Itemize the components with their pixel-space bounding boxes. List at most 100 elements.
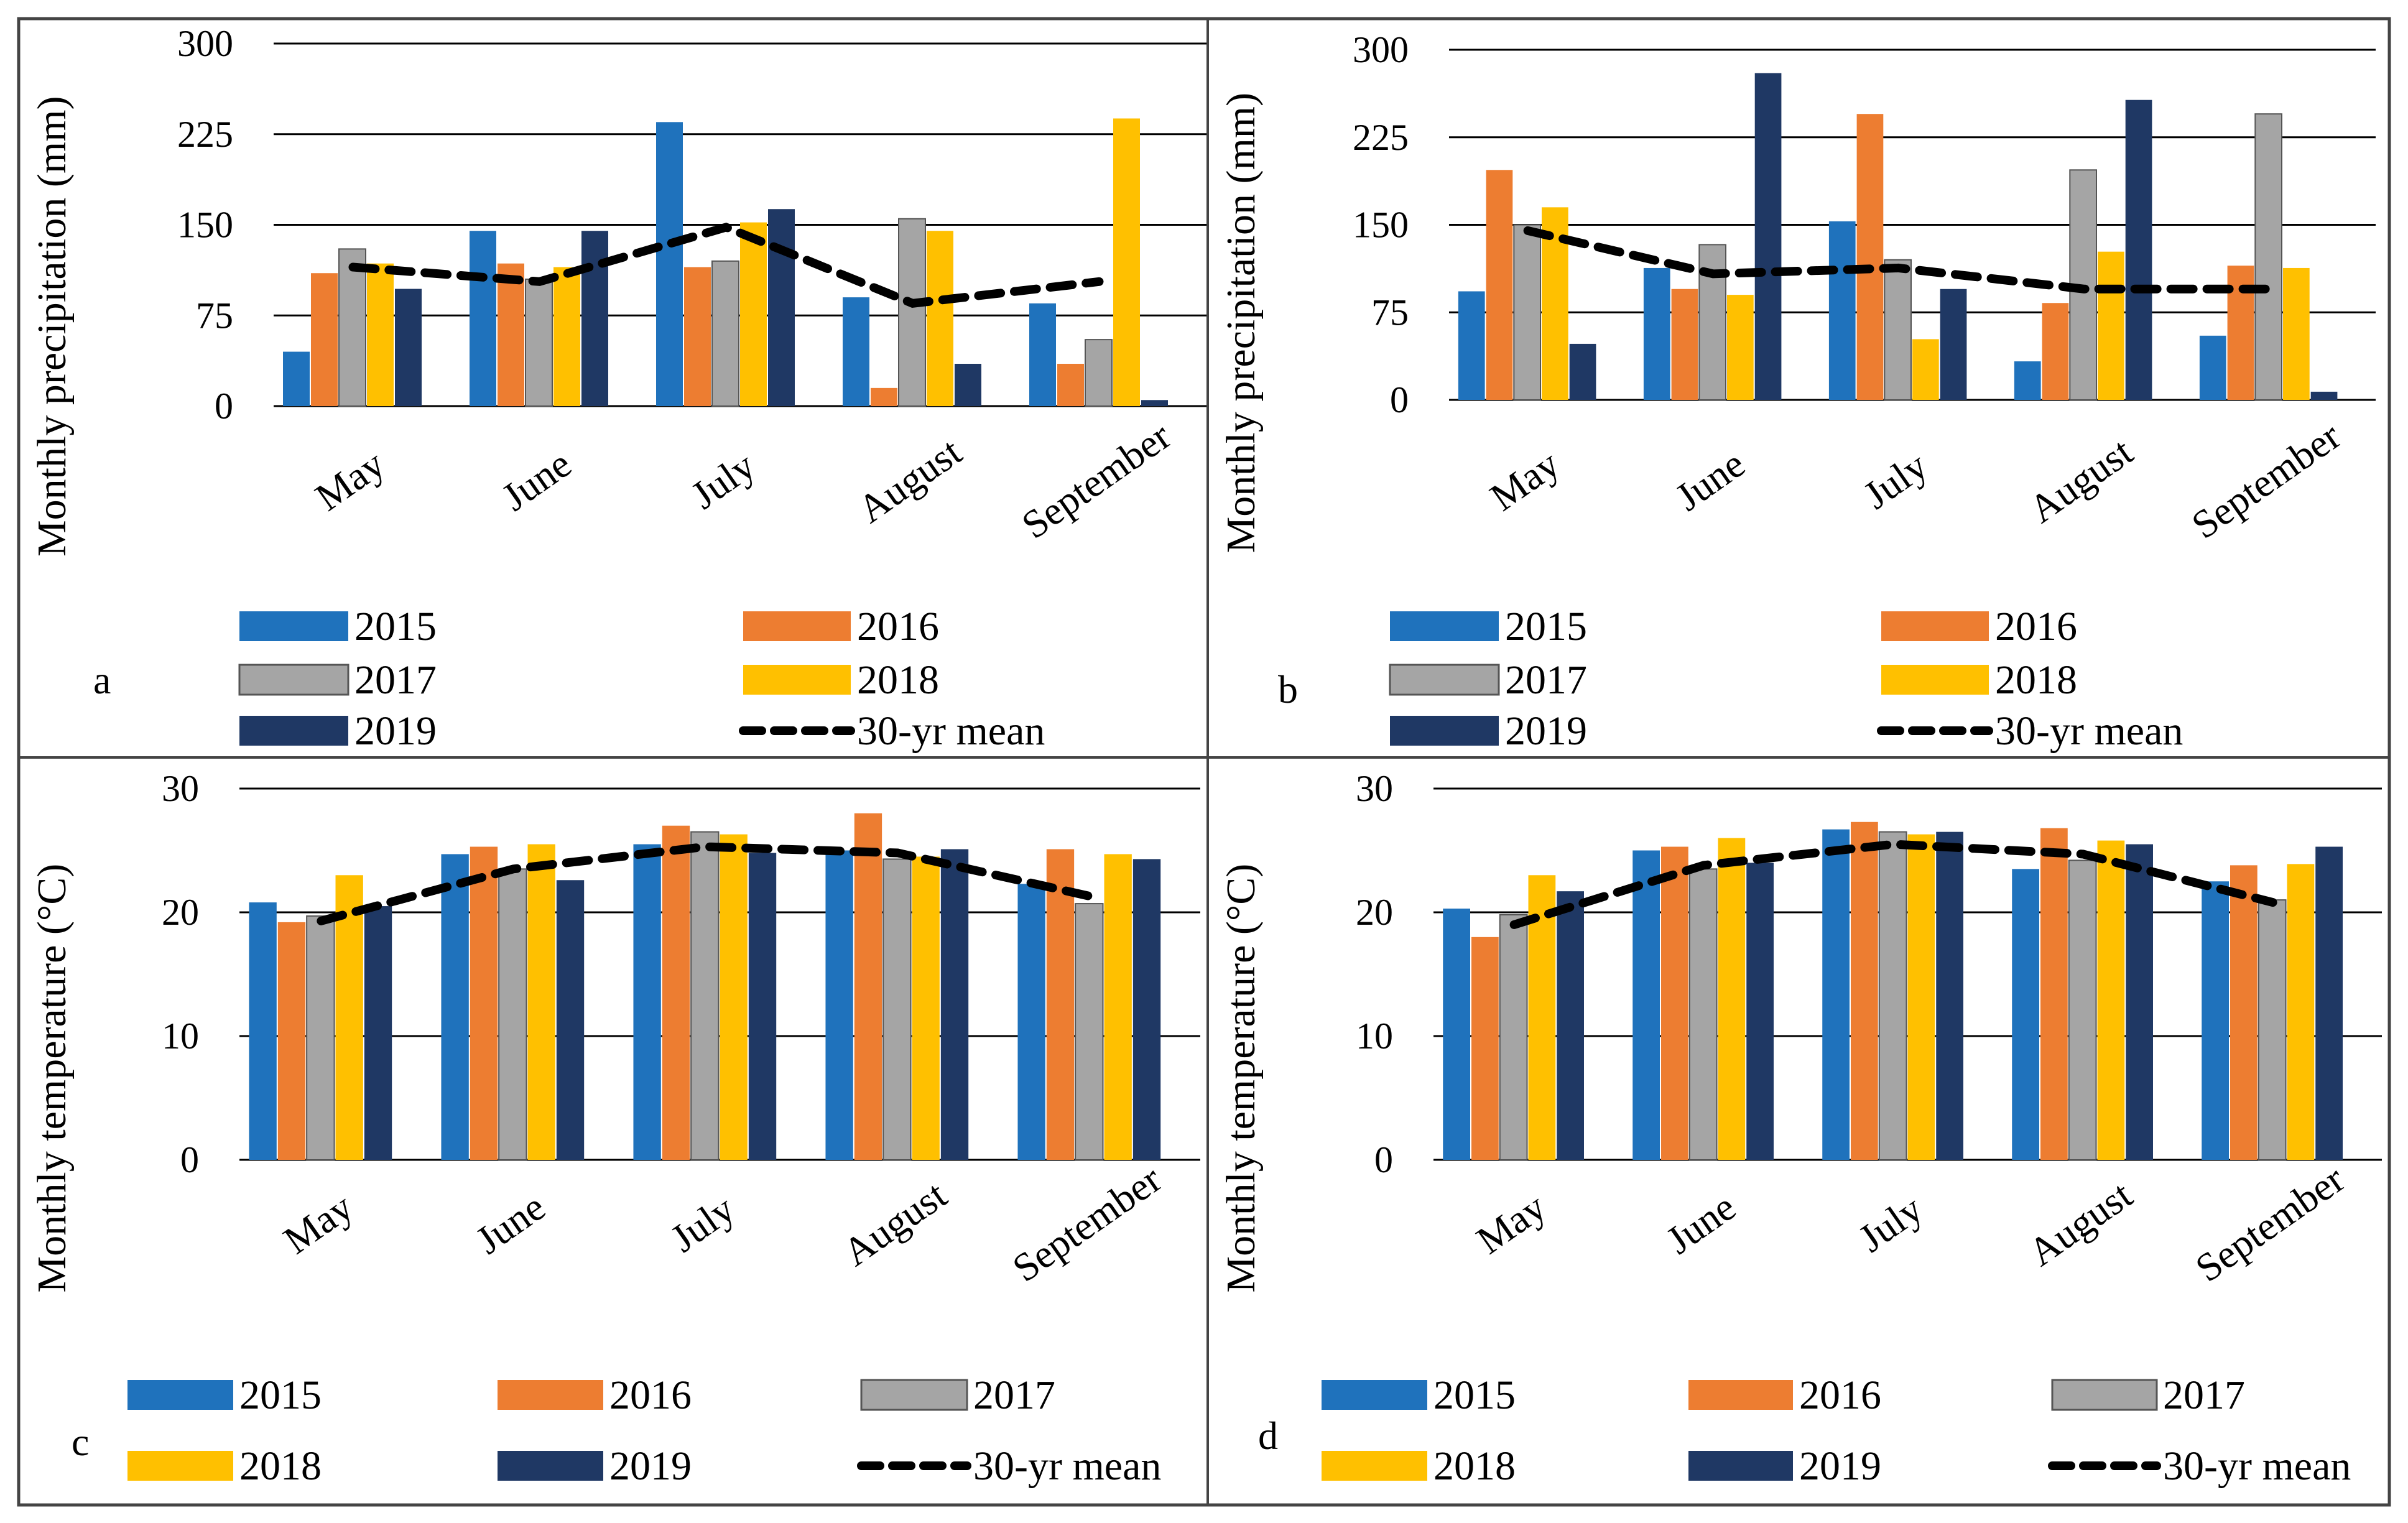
x-tick-label: September	[1004, 1157, 1169, 1290]
bar-2018-june	[1727, 295, 1754, 400]
panel-label: b	[1278, 667, 1298, 711]
y-tick-label: 30	[162, 768, 199, 809]
legend-label-2015: 2015	[354, 604, 437, 649]
panel-d: 30 20 10 0 Monthly temperature (°C) May June Ju…	[1206, 756, 2391, 1506]
bar-2016-august	[2042, 303, 2069, 400]
x-tick-label: July	[1856, 443, 1935, 517]
bar-2017-june	[1688, 868, 1718, 1160]
bar-2016-august	[854, 813, 882, 1160]
bar-2018-june	[1718, 838, 1746, 1160]
bar-2019-june	[556, 880, 585, 1160]
x-tick-label: June	[468, 1185, 553, 1262]
bar-2015-september	[2202, 881, 2229, 1160]
legend-swatch-2015	[1322, 1380, 1427, 1410]
x-tick-label: May	[307, 442, 392, 519]
legend-label-2018: 2018	[1433, 1443, 1516, 1489]
x-tick-label: May	[1469, 1185, 1554, 1262]
legend-label-2016: 2016	[1799, 1373, 1881, 1418]
x-tick-label: August	[835, 1172, 955, 1274]
bar-2015-july	[1822, 829, 1850, 1160]
y-tick-label: 300	[177, 23, 233, 64]
bar-2018-june	[527, 844, 555, 1160]
bar-2017-september	[1085, 339, 1113, 407]
legend-label-2019: 2019	[1799, 1443, 1881, 1489]
bar-2015-may	[283, 351, 310, 406]
bar-2018-august	[927, 231, 953, 406]
bar-2019-september	[1132, 859, 1161, 1160]
bar-2017-may	[338, 248, 366, 407]
bar-2017-july	[1878, 831, 1907, 1160]
mean-line	[1509, 840, 2277, 929]
bar-2018-september	[1104, 854, 1132, 1160]
mean-line	[348, 222, 1104, 308]
x-tick-label: May	[276, 1185, 361, 1262]
bar-2016-june	[470, 846, 498, 1160]
legend-label-2017: 2017	[2163, 1373, 2245, 1418]
legend-swatch-2017	[2051, 1379, 2158, 1411]
bar-2017-september	[2254, 113, 2283, 400]
bar-2017-august	[882, 858, 912, 1161]
legend-swatch-2017	[238, 664, 350, 696]
bar-2019-june	[1754, 73, 1782, 400]
bar-2019-june	[1746, 863, 1774, 1160]
bar-2019-september	[2315, 846, 2343, 1160]
y-axis-label: Monthly precipitation (mm)	[1218, 93, 1264, 553]
bar-2016-september	[1046, 849, 1075, 1160]
bar-2015-july	[1828, 221, 1856, 400]
y-tick-label: 20	[1356, 892, 1393, 933]
mean-line	[1523, 226, 2274, 294]
bar-2017-june	[498, 868, 527, 1160]
bar-2019-august	[2126, 844, 2153, 1160]
bar-2018-august	[2097, 840, 2125, 1160]
bar-2019-may	[395, 289, 422, 406]
legend-label-2016: 2016	[857, 604, 939, 649]
legend-label-2017: 2017	[354, 657, 437, 703]
bar-2017-may	[1513, 224, 1542, 400]
y-tick-label: 150	[1353, 205, 1409, 246]
bar-2019-may	[1557, 891, 1584, 1160]
bar-2018-september	[2283, 267, 2310, 400]
bar-2017-may	[306, 915, 335, 1160]
bar-2016-july	[1851, 822, 1878, 1160]
x-tick-label: May	[1482, 442, 1567, 519]
legend-label-mean: 30-yr mean	[2163, 1443, 2351, 1489]
legend-label-2015: 2015	[1505, 604, 1587, 649]
legend-label-2018: 2018	[857, 657, 939, 703]
y-tick-label: 75	[196, 295, 233, 336]
bar-2018-may	[335, 875, 363, 1160]
bar-2015-august	[2012, 869, 2039, 1160]
bar-2016-september	[2230, 865, 2258, 1160]
bar-2015-june	[1643, 267, 1670, 400]
bar-2015-july	[633, 844, 661, 1160]
x-tick-label: June	[494, 442, 579, 519]
legend-swatch-2019	[498, 1451, 603, 1481]
bar-2018-june	[553, 267, 580, 406]
y-tick-label: 0	[215, 386, 233, 427]
bar-2019-july	[1940, 289, 1967, 400]
legend-label-2015: 2015	[239, 1373, 322, 1418]
bar-2018-august	[2098, 251, 2124, 400]
legend-swatch-2018	[127, 1451, 233, 1481]
legend-swatch-2018	[1322, 1451, 1427, 1481]
bar-2015-september	[1017, 884, 1045, 1160]
bar-2016-june	[1671, 289, 1698, 400]
legend-swatch-2015	[239, 611, 348, 641]
bar-2019-september	[2310, 391, 2338, 400]
bar-2019-july	[1936, 831, 1963, 1160]
legend-swatch-2017	[860, 1379, 968, 1411]
x-tick-label: July	[1851, 1187, 1930, 1261]
legend-swatch-2016	[1881, 611, 1989, 641]
legend-label-2015: 2015	[1433, 1373, 1516, 1418]
bar-2017-september	[2258, 899, 2287, 1160]
bar-2017-august	[2068, 859, 2097, 1161]
y-tick-label: 0	[1390, 379, 1409, 420]
bar-2015-august	[843, 297, 869, 406]
legend-label-2017: 2017	[1505, 657, 1587, 703]
bar-2017-may	[1499, 914, 1528, 1160]
bar-2015-august	[2014, 361, 2041, 400]
legend-label-2017: 2017	[973, 1373, 1055, 1418]
bar-2016-may	[1471, 937, 1499, 1160]
y-axis-label: Monthly temperature (°C)	[29, 864, 75, 1293]
legend-swatch-2019	[239, 716, 348, 746]
bar-2016-june	[498, 263, 524, 406]
